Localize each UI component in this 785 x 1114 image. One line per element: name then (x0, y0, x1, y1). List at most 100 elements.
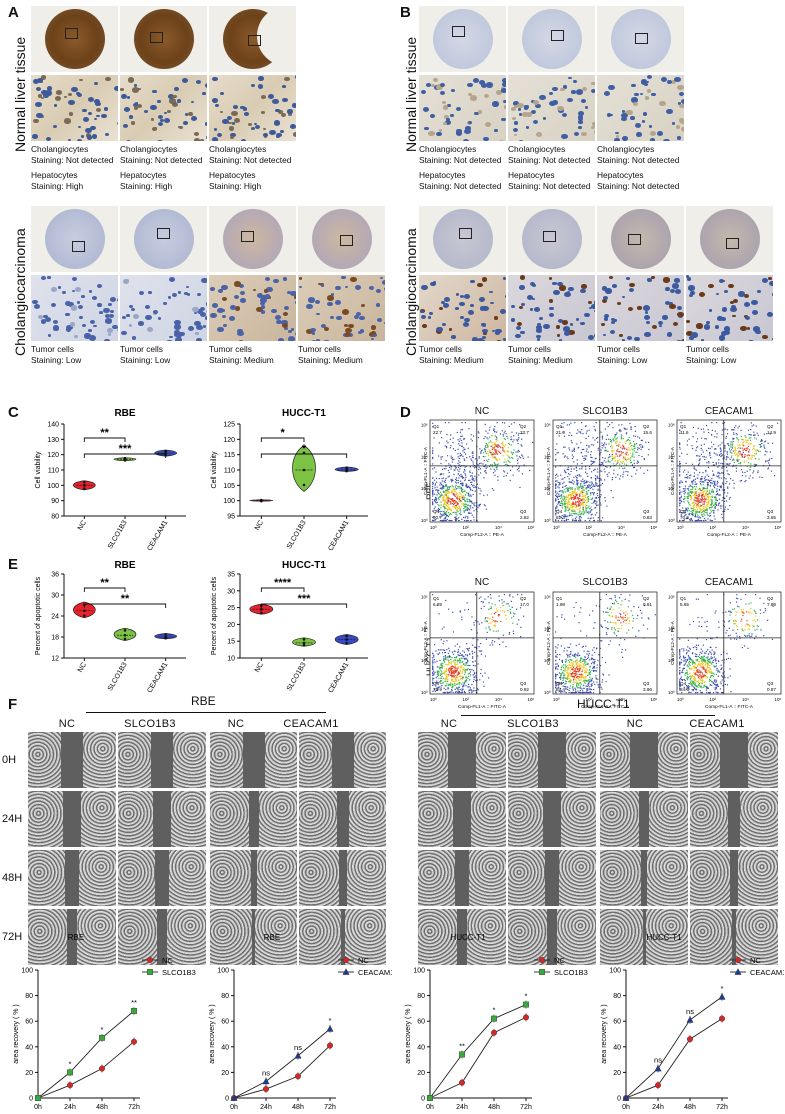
event-dot (571, 486, 573, 489)
event-dot (452, 631, 455, 633)
nucleus (678, 118, 684, 123)
event-dot (462, 498, 464, 501)
event-dot (522, 455, 524, 457)
event-dot (527, 456, 529, 458)
event-dot (455, 478, 457, 481)
event-dot (455, 468, 457, 470)
event-dot (597, 519, 599, 522)
event-dot (453, 488, 455, 490)
event-dot (467, 675, 470, 677)
event-dot (432, 487, 434, 489)
event-dot (447, 488, 449, 490)
event-dot (472, 455, 474, 457)
event-dot (578, 500, 580, 503)
y-tick-label: 10⁴ (544, 454, 551, 459)
event-dot (692, 491, 694, 493)
event-dot (737, 453, 739, 455)
nucleus (609, 329, 616, 334)
event-dot (452, 500, 455, 502)
event-dot (439, 484, 441, 486)
event-dot (441, 675, 443, 678)
event-dot (434, 499, 436, 501)
event-dot (593, 494, 595, 496)
event-dot (757, 450, 760, 452)
event-dot (679, 471, 681, 473)
event-dot (705, 498, 707, 500)
event-dot (704, 495, 706, 497)
event-dot (578, 517, 580, 519)
event-dot (512, 474, 514, 476)
event-dot (471, 489, 474, 492)
event-dot (471, 691, 473, 694)
event-dot (437, 653, 440, 655)
nucleus (716, 292, 720, 296)
event-dot (446, 440, 448, 442)
event-dot (433, 467, 435, 469)
event-dot (621, 424, 623, 426)
event-dot (506, 450, 508, 452)
event-dot (453, 503, 455, 506)
event-dot (450, 668, 452, 670)
nucleus (427, 316, 432, 319)
event-dot (711, 496, 714, 499)
event-dot (460, 513, 462, 516)
event-dot (451, 662, 453, 664)
event-dot (566, 496, 568, 499)
event-dot (451, 498, 453, 500)
event-dot (709, 492, 711, 494)
nucleus (312, 332, 316, 335)
event-dot (495, 444, 497, 446)
nucleus (533, 120, 539, 125)
nucleus (77, 301, 81, 304)
event-dot (580, 451, 583, 454)
event-dot (572, 665, 574, 667)
caption-line: Staining: Medium (298, 355, 363, 365)
event-dot (500, 447, 502, 449)
nucleus (648, 125, 653, 129)
event-dot (702, 428, 705, 430)
event-dot (473, 504, 475, 506)
event-dot (467, 517, 469, 519)
event-dot (571, 508, 573, 510)
tma-disc (44, 209, 105, 269)
event-dot (616, 445, 618, 447)
event-dot (600, 519, 602, 522)
event-dot (605, 461, 607, 463)
event-dot (484, 435, 486, 438)
nucleus (128, 115, 134, 119)
ihc-column: Tumor cells Staining: Low (686, 206, 773, 366)
significance-bracket (83, 603, 167, 608)
event-dot (720, 487, 722, 489)
event-dot (455, 484, 457, 486)
y-tick-label: 15 (227, 639, 235, 646)
event-dot (435, 502, 437, 504)
event-dot (630, 461, 633, 464)
event-dot (718, 489, 721, 491)
event-dot (466, 500, 469, 503)
event-dot (608, 438, 610, 440)
nucleus (173, 319, 181, 325)
event-dot (621, 448, 623, 450)
event-dot (704, 480, 706, 482)
significance-bracket (260, 603, 348, 608)
event-dot (458, 464, 460, 466)
event-dot (451, 499, 453, 501)
event-dot (485, 467, 487, 469)
tma-core-image (508, 6, 595, 72)
event-dot (460, 500, 462, 502)
event-dot (568, 515, 570, 517)
event-dot (501, 430, 503, 432)
event-dot (476, 459, 478, 461)
event-dot (695, 505, 698, 507)
tma-disc (432, 209, 493, 269)
tma-disc (222, 209, 283, 269)
event-dot (435, 682, 437, 684)
nucleus (642, 305, 650, 311)
event-dot (459, 495, 461, 498)
event-dot (446, 498, 448, 500)
event-dot (726, 429, 728, 431)
nucleus (518, 305, 523, 309)
event-dot (445, 678, 448, 680)
y-tick-label: 120 (223, 437, 235, 444)
event-dot (434, 487, 436, 489)
